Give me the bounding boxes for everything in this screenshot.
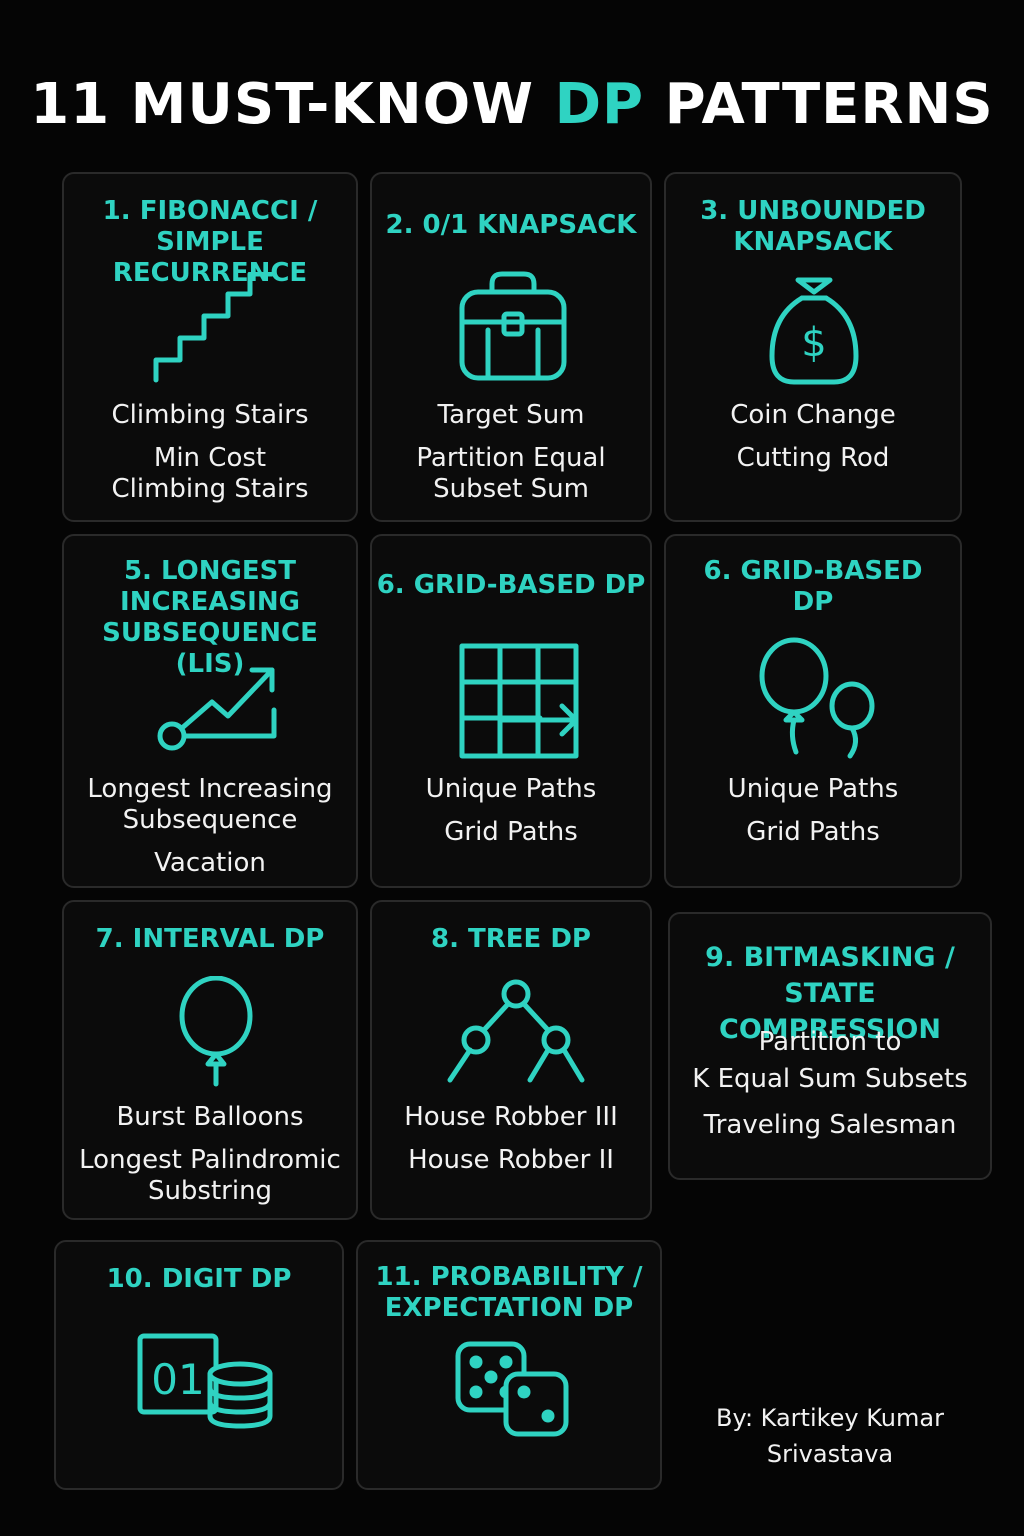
card-title: 1. FIBONACCI / SIMPLE RECURRENCE	[102, 196, 318, 288]
card-knapsack: 2. 0/1 KNAPSACK Target Sum Partition Equ…	[370, 172, 652, 522]
card-fibonacci: 1. FIBONACCI / SIMPLE RECURRENCE Climbin…	[62, 172, 358, 522]
card-items: Target Sum Partition Equal Subset Sum	[372, 400, 650, 517]
list-item: Traveling Salesman	[703, 1110, 957, 1140]
list-item: Target Sum	[437, 400, 585, 430]
card-title: 9. BITMASKING / STATE COMPRESSION	[705, 942, 955, 1045]
card-title: 6. GRID-BASED DP	[703, 556, 923, 617]
title-accent: DP	[554, 72, 645, 137]
list-item: Partition Equal Subset Sum	[416, 443, 606, 504]
card-title: 8. TREE DP	[431, 924, 591, 954]
card-items: Burst Balloons Longest Palindromic Subst…	[64, 1102, 356, 1219]
list-item: Grid Paths	[746, 817, 880, 847]
list-item: Coin Change	[730, 400, 896, 430]
list-item: Climbing Stairs	[111, 400, 309, 430]
card-bitmasking: 9. BITMASKING / STATE COMPRESSION Partit…	[668, 912, 992, 1180]
card-items: House Robber III House Robber II	[372, 1102, 650, 1188]
list-item: Partition to K Equal Sum Subsets	[692, 1027, 968, 1094]
list-item: Unique Paths	[727, 774, 899, 804]
list-item: Cutting Rod	[736, 443, 890, 473]
list-item: Vacation	[154, 848, 266, 878]
card-items: Partition to K Equal Sum Subsets Traveli…	[670, 1024, 990, 1153]
balloons-icon	[758, 636, 878, 760]
balloon-icon	[178, 976, 254, 1088]
card-title: 10. DIGIT DP	[106, 1264, 292, 1294]
list-item: House Robber III	[404, 1102, 618, 1132]
list-item: Min Cost Climbing Stairs	[111, 443, 309, 504]
list-item: Unique Paths	[425, 774, 597, 804]
tree-icon	[446, 978, 586, 1084]
card-interval-dp: 7. INTERVAL DP Burst Balloons Longest Pa…	[62, 900, 358, 1220]
card-title: 11. PROBABILITY / EXPECTATION DP	[375, 1262, 643, 1323]
card-items: Coin Change Cutting Rod	[666, 400, 960, 486]
author-credit: By: Kartikey Kumar Srivastava	[716, 1404, 944, 1468]
list-item: Grid Paths	[444, 817, 578, 847]
card-items: Unique Paths Grid Paths	[372, 774, 650, 860]
card-items: Longest Increasing Subsequence Vacation	[64, 774, 356, 891]
list-item: Longest Palindromic Substring	[79, 1145, 341, 1206]
list-item: Burst Balloons	[116, 1102, 304, 1132]
card-digit-dp: 10. DIGIT DP 01	[54, 1240, 344, 1490]
page-title: 11 MUST-KNOW DP PATTERNS	[0, 72, 1024, 137]
card-probability-dp: 11. PROBABILITY / EXPECTATION DP	[356, 1240, 662, 1490]
card-items: Climbing Stairs Min Cost Climbing Stairs	[64, 400, 356, 517]
title-suffix: PATTERNS	[644, 72, 994, 137]
digit-coins-icon: 01	[136, 1332, 276, 1432]
money-bag-icon: $	[768, 276, 860, 386]
card-items: Unique Paths Grid Paths	[666, 774, 960, 860]
trend-up-icon	[156, 666, 280, 754]
card-grid-dp-2: 6. GRID-BASED DP Unique Paths Grid Paths	[664, 534, 962, 888]
list-item: House Robber II	[408, 1145, 614, 1175]
card-title: 5. LONGEST INCREASING SUBSEQUENCE (LIS)	[102, 556, 318, 679]
card-title: 6. GRID-BASED DP	[376, 570, 646, 600]
card-title: 7. INTERVAL DP	[95, 924, 325, 954]
card-unbounded-knapsack: 3. UNBOUNDED KNAPSACK $ Coin Change Cutt…	[664, 172, 962, 522]
title-prefix: 11 MUST-KNOW	[30, 72, 555, 137]
card-tree-dp: 8. TREE DP House Robber III House Robber…	[370, 900, 652, 1220]
stairs-icon	[152, 272, 276, 384]
dice-icon	[454, 1340, 572, 1440]
card-title: 2. 0/1 KNAPSACK	[385, 210, 637, 240]
svg-text:$: $	[801, 320, 826, 366]
card-lis: 5. LONGEST INCREASING SUBSEQUENCE (LIS) …	[62, 534, 358, 888]
card-grid-dp: 6. GRID-BASED DP Unique Paths Grid Paths	[370, 534, 652, 888]
backpack-icon	[456, 270, 570, 382]
grid-icon	[458, 642, 582, 760]
list-item: Longest Increasing Subsequence	[87, 774, 333, 835]
svg-text:01: 01	[151, 1355, 204, 1404]
card-title: 3. UNBOUNDED KNAPSACK	[700, 196, 926, 257]
